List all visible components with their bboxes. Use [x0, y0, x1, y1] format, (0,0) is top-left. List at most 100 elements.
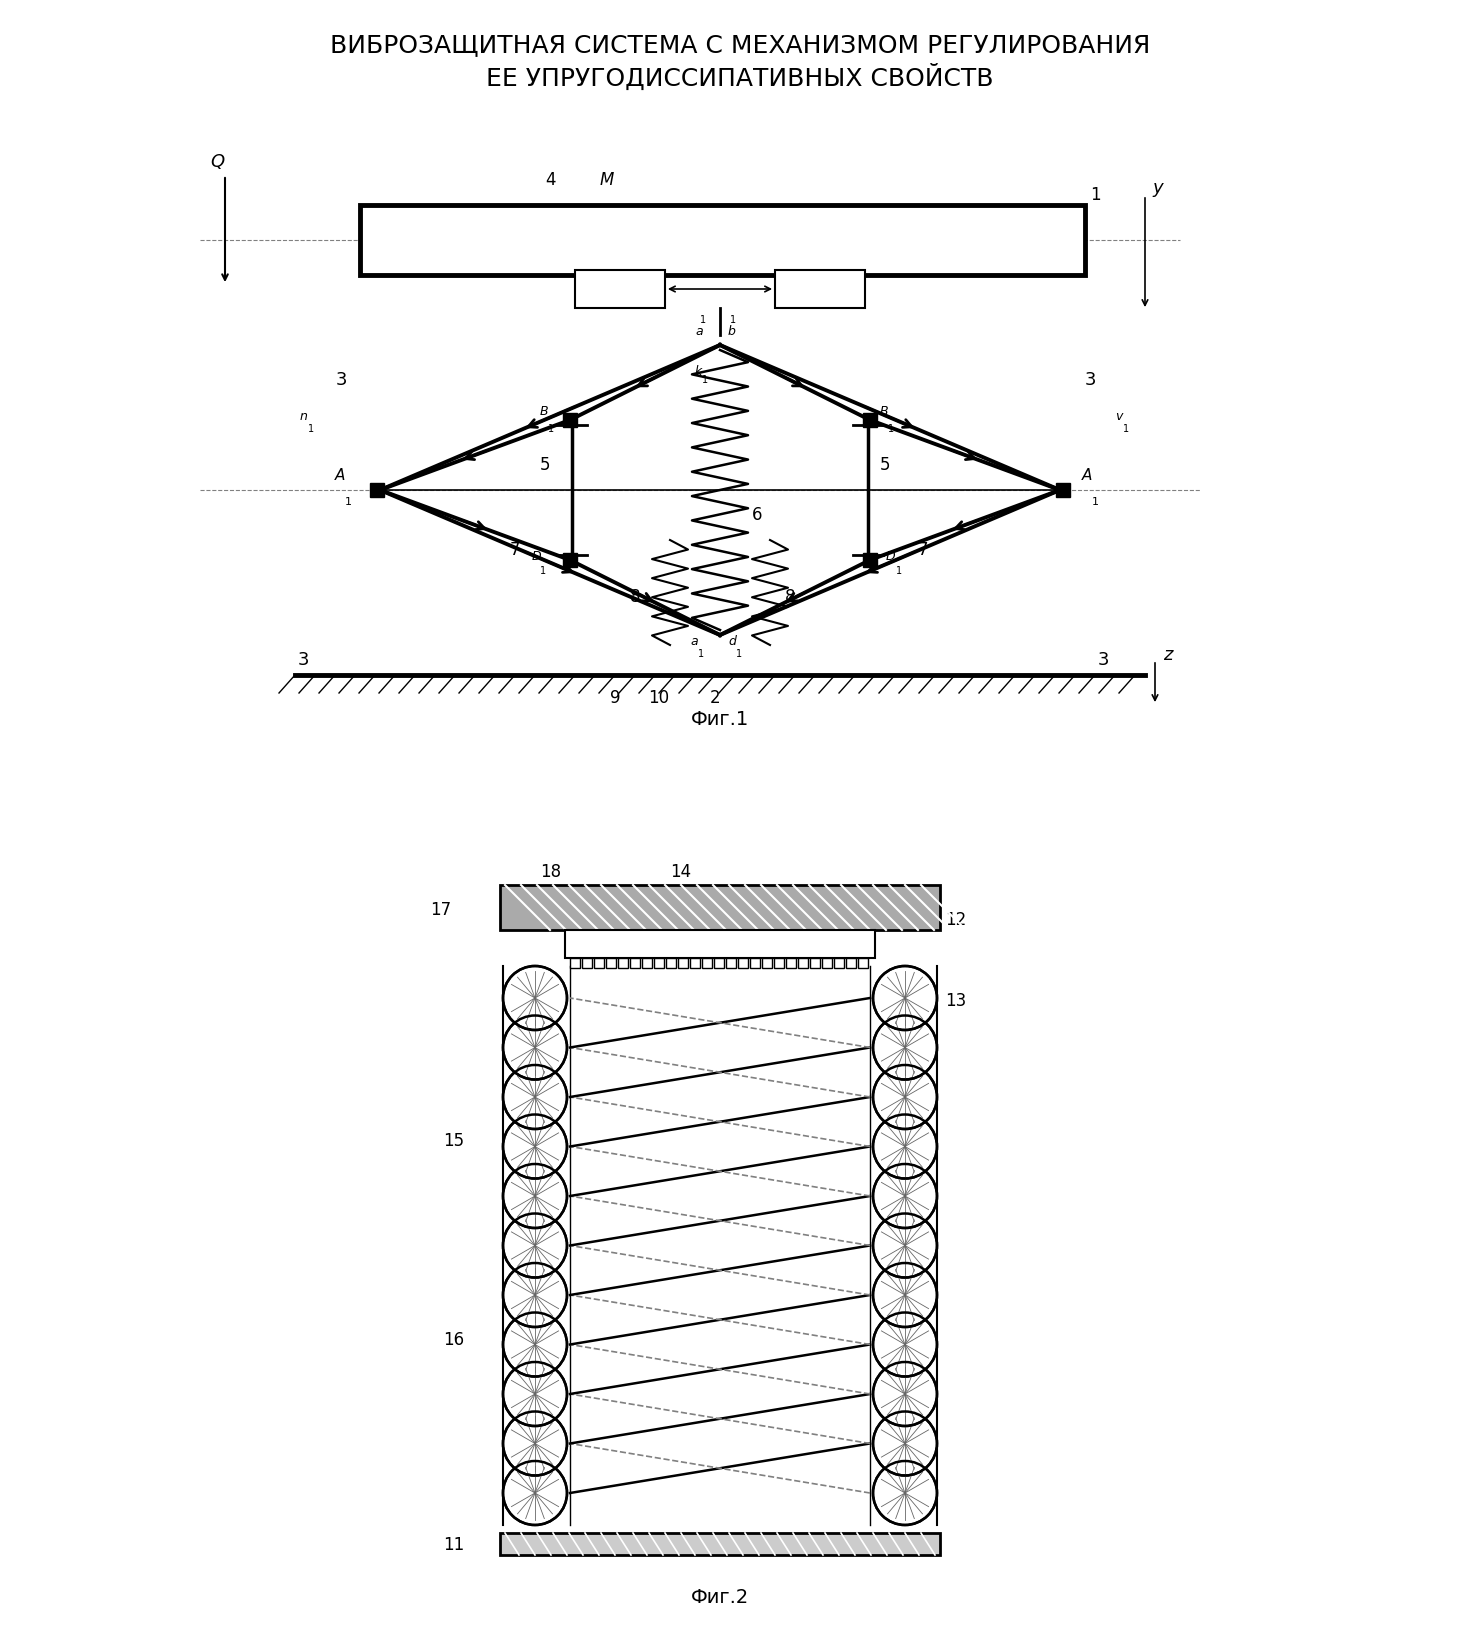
Text: ЕЕ УПРУГОДИССИПАТИВНЫХ СВОЙСТВ: ЕЕ УПРУГОДИССИПАТИВНЫХ СВОЙСТВ	[487, 64, 993, 90]
Text: 1: 1	[699, 650, 704, 660]
Text: 3: 3	[297, 651, 309, 670]
Text: 18: 18	[540, 864, 561, 882]
Circle shape	[503, 1411, 567, 1476]
Bar	[727, 957, 736, 967]
Text: Q: Q	[210, 153, 223, 171]
Text: 1: 1	[895, 566, 903, 576]
Text: 8: 8	[784, 589, 796, 607]
Text: 1: 1	[736, 650, 741, 660]
Text: 5: 5	[881, 456, 891, 474]
Bar	[762, 957, 773, 967]
Text: 7: 7	[918, 541, 928, 559]
Circle shape	[873, 1362, 937, 1426]
Bar	[750, 957, 761, 967]
Circle shape	[873, 1115, 937, 1178]
Bar	[810, 957, 820, 967]
Bar	[605, 957, 616, 967]
Text: 6: 6	[752, 507, 762, 525]
Bar	[798, 957, 808, 967]
Circle shape	[873, 1313, 937, 1377]
Text: 9: 9	[610, 689, 620, 707]
Text: 3: 3	[1085, 372, 1097, 388]
Text: Фиг.1: Фиг.1	[691, 711, 749, 729]
Text: 17: 17	[431, 901, 451, 920]
Bar	[654, 957, 665, 967]
Bar	[821, 957, 832, 967]
Text: v: v	[1114, 410, 1122, 423]
Bar	[776, 270, 864, 308]
Text: 1: 1	[345, 497, 352, 507]
Text: 14: 14	[670, 864, 691, 882]
Bar	[562, 413, 577, 428]
Circle shape	[503, 1214, 567, 1278]
Text: 12: 12	[946, 911, 966, 929]
Bar	[582, 957, 592, 967]
Text: 1: 1	[308, 424, 314, 434]
Bar	[576, 270, 665, 308]
Text: 1: 1	[702, 375, 707, 385]
Bar	[774, 957, 784, 967]
Bar	[690, 957, 700, 967]
Text: 1: 1	[888, 424, 894, 434]
Text: A: A	[1082, 467, 1092, 484]
Text: 3: 3	[336, 372, 348, 388]
Bar	[786, 957, 796, 967]
Circle shape	[873, 1263, 937, 1328]
Text: 5: 5	[540, 456, 551, 474]
Circle shape	[873, 966, 937, 1030]
Bar	[642, 957, 653, 967]
Bar	[713, 957, 724, 967]
Text: n: n	[300, 410, 308, 423]
Bar	[565, 929, 875, 957]
Text: 15: 15	[443, 1132, 465, 1150]
Text: a: a	[696, 326, 703, 337]
Text: D: D	[531, 549, 542, 563]
Bar	[370, 484, 383, 497]
Bar	[863, 413, 878, 428]
Circle shape	[503, 1461, 567, 1525]
Bar	[863, 553, 878, 568]
Text: Фиг.2: Фиг.2	[691, 1587, 749, 1607]
Bar	[702, 957, 712, 967]
Text: B: B	[881, 405, 888, 418]
Text: 1: 1	[1092, 497, 1100, 507]
Bar	[1057, 484, 1070, 497]
Text: 3: 3	[1098, 651, 1110, 670]
Bar	[593, 957, 604, 967]
Bar	[500, 1533, 940, 1555]
Bar	[630, 957, 639, 967]
Bar	[835, 957, 844, 967]
Circle shape	[873, 1214, 937, 1278]
Bar	[739, 957, 747, 967]
Circle shape	[873, 1165, 937, 1229]
Text: 1: 1	[548, 424, 554, 434]
Text: D: D	[887, 549, 895, 563]
Text: 1: 1	[730, 314, 736, 326]
Circle shape	[503, 1165, 567, 1229]
Bar	[847, 957, 855, 967]
Bar	[678, 957, 688, 967]
Circle shape	[503, 1115, 567, 1178]
Text: y: y	[1151, 179, 1163, 197]
Text: M: M	[599, 171, 614, 189]
Circle shape	[503, 1064, 567, 1128]
Bar	[360, 206, 1085, 275]
Circle shape	[873, 1015, 937, 1079]
Bar	[619, 957, 628, 967]
Circle shape	[503, 1263, 567, 1328]
Circle shape	[503, 966, 567, 1030]
Bar	[500, 885, 940, 929]
Text: z: z	[1163, 646, 1172, 665]
Bar	[666, 957, 676, 967]
Text: 1: 1	[1089, 186, 1101, 204]
Circle shape	[873, 1411, 937, 1476]
Text: k: k	[696, 365, 702, 378]
Text: 1: 1	[1123, 424, 1129, 434]
Text: b: b	[728, 326, 736, 337]
Text: 11: 11	[443, 1536, 465, 1555]
Text: 4: 4	[545, 171, 555, 189]
Text: 13: 13	[946, 992, 966, 1010]
Circle shape	[503, 1015, 567, 1079]
Text: A: A	[334, 467, 345, 484]
Text: 1: 1	[700, 314, 706, 326]
